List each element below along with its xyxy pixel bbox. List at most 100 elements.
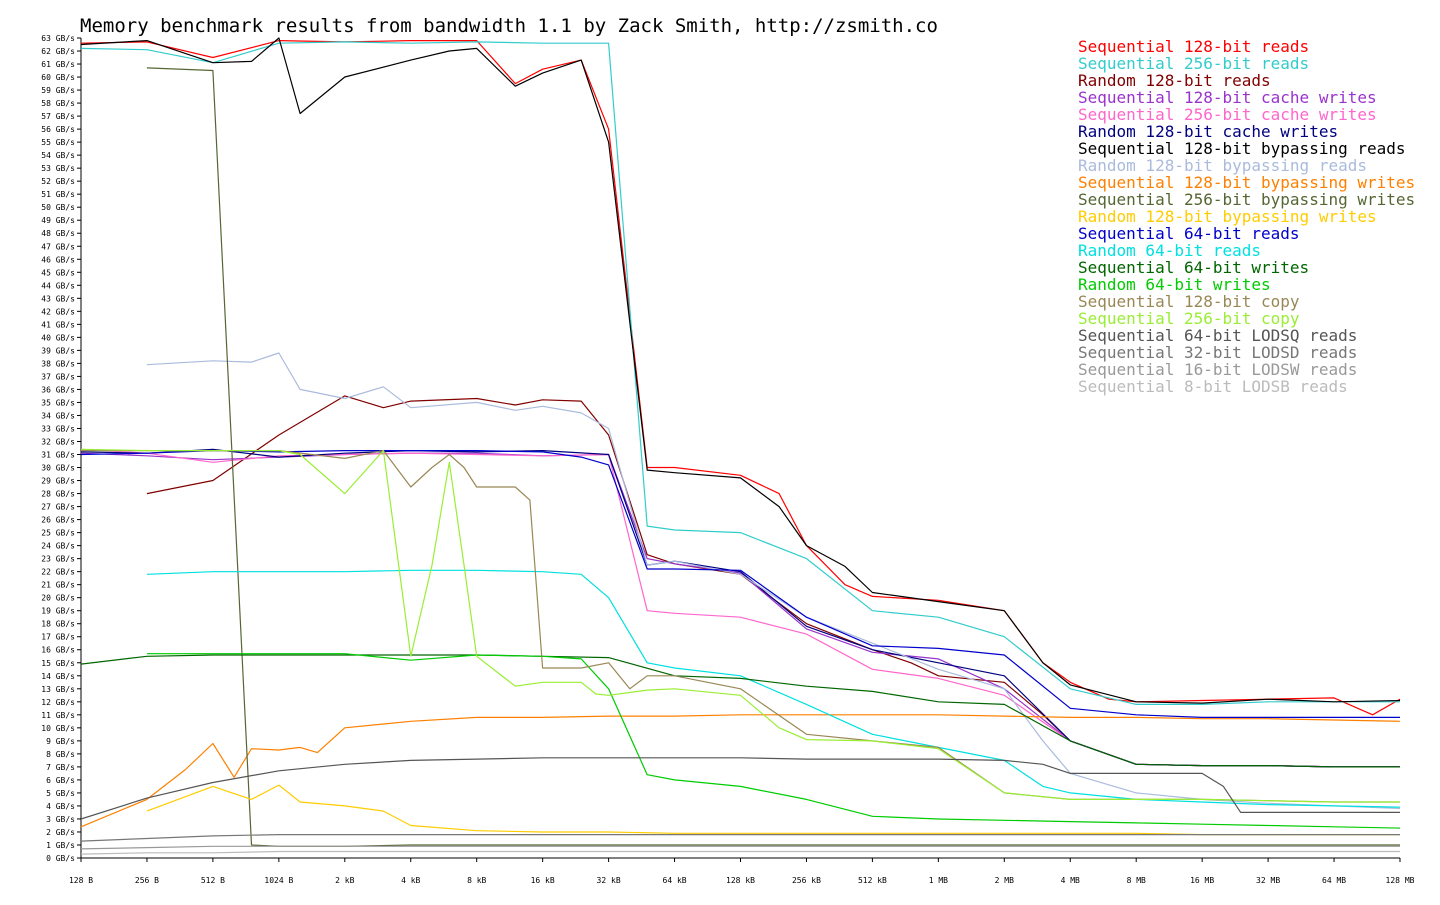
legend-item: Random 128-bit reads bbox=[1078, 71, 1271, 90]
y-tick-label: 50 GB/s bbox=[41, 203, 75, 212]
y-tick-label: 16 GB/s bbox=[41, 646, 75, 655]
y-tick-label: 39 GB/s bbox=[41, 346, 75, 355]
series-line bbox=[80, 845, 1400, 850]
y-tick-label: 7 GB/s bbox=[46, 763, 75, 772]
legend-item: Sequential 256-bit cache writes bbox=[1078, 105, 1377, 124]
y-tick-label: 1 GB/s bbox=[46, 841, 75, 850]
y-tick-label: 45 GB/s bbox=[41, 268, 75, 277]
series-line bbox=[80, 654, 1400, 768]
legend-item: Sequential 256-bit reads bbox=[1078, 54, 1310, 73]
y-tick-label: 20 GB/s bbox=[41, 594, 75, 603]
x-tick-label: 64 MB bbox=[1322, 876, 1346, 885]
legend-item: Sequential 16-bit LODSW reads bbox=[1078, 360, 1358, 379]
series-line bbox=[146, 569, 1401, 808]
y-tick-label: 35 GB/s bbox=[41, 398, 75, 407]
legend-item: Sequential 256-bit copy bbox=[1078, 309, 1300, 328]
x-tick-label: 16 kB bbox=[531, 876, 555, 885]
y-tick-label: 38 GB/s bbox=[41, 359, 75, 368]
y-tick-label: 24 GB/s bbox=[41, 542, 75, 551]
x-tick-label: 32 MB bbox=[1256, 876, 1280, 885]
y-tick-label: 46 GB/s bbox=[41, 255, 75, 264]
y-tick-label: 17 GB/s bbox=[41, 633, 75, 642]
y-tick-label: 18 GB/s bbox=[41, 620, 75, 629]
x-tick-label: 2 MB bbox=[995, 876, 1014, 885]
y-tick-label: 5 GB/s bbox=[46, 789, 75, 798]
y-tick-label: 53 GB/s bbox=[41, 164, 75, 173]
legend-item: Sequential 64-bit reads bbox=[1078, 224, 1300, 243]
legend-item: Sequential 128-bit reads bbox=[1078, 37, 1310, 56]
y-tick-label: 27 GB/s bbox=[41, 503, 75, 512]
x-tick-label: 128 MB bbox=[1386, 876, 1415, 885]
y-tick-label: 55 GB/s bbox=[41, 138, 75, 147]
y-tick-label: 59 GB/s bbox=[41, 86, 75, 95]
y-tick-label: 30 GB/s bbox=[41, 464, 75, 473]
y-tick-label: 29 GB/s bbox=[41, 477, 75, 486]
legend-item: Sequential 128-bit cache writes bbox=[1078, 88, 1377, 107]
y-tick-label: 43 GB/s bbox=[41, 294, 75, 303]
y-tick-label: 56 GB/s bbox=[41, 125, 75, 134]
y-tick-label: 36 GB/s bbox=[41, 385, 75, 394]
series-line bbox=[80, 39, 1401, 716]
series-line bbox=[80, 452, 1400, 768]
y-tick-label: 58 GB/s bbox=[41, 99, 75, 108]
y-tick-label: 6 GB/s bbox=[46, 776, 75, 785]
series-line bbox=[80, 833, 1400, 842]
legend-item: Random 128-bit bypassing writes bbox=[1078, 207, 1377, 226]
x-tick-label: 256 B bbox=[135, 876, 159, 885]
legend-item: Random 128-bit cache writes bbox=[1078, 122, 1339, 141]
y-tick-label: 11 GB/s bbox=[41, 711, 75, 720]
y-tick-label: 63 GB/s bbox=[41, 34, 75, 43]
x-tick-label: 2 kB bbox=[335, 876, 354, 885]
y-tick-label: 51 GB/s bbox=[41, 190, 75, 199]
y-tick-label: 57 GB/s bbox=[41, 112, 75, 121]
y-tick-label: 2 GB/s bbox=[46, 828, 75, 837]
y-tick-label: 3 GB/s bbox=[46, 815, 75, 824]
y-tick-label: 34 GB/s bbox=[41, 411, 75, 420]
series-line bbox=[80, 757, 1400, 820]
series-line bbox=[80, 850, 1400, 855]
legend-item: Sequential 32-bit LODSD reads bbox=[1078, 343, 1358, 362]
y-tick-label: 19 GB/s bbox=[41, 607, 75, 616]
x-tick-label: 1024 B bbox=[264, 876, 293, 885]
legend-item: Sequential 8-bit LODSB reads bbox=[1078, 377, 1348, 396]
y-tick-label: 60 GB/s bbox=[41, 73, 75, 82]
y-tick-label: 40 GB/s bbox=[41, 333, 75, 342]
y-tick-label: 52 GB/s bbox=[41, 177, 75, 186]
legend-item: Random 64-bit writes bbox=[1078, 275, 1271, 294]
y-tick-label: 8 GB/s bbox=[46, 750, 75, 759]
x-tick-label: 1 MB bbox=[929, 876, 948, 885]
legend: Sequential 128-bit reads Sequential 256-b… bbox=[1078, 38, 1415, 395]
x-tick-label: 64 kB bbox=[663, 876, 687, 885]
series-line bbox=[80, 41, 1400, 706]
y-tick-label: 10 GB/s bbox=[41, 724, 75, 733]
y-tick-label: 12 GB/s bbox=[41, 698, 75, 707]
x-tick-label: 8 MB bbox=[1127, 876, 1146, 885]
y-tick-label: 15 GB/s bbox=[41, 659, 75, 668]
series-line bbox=[146, 653, 1401, 829]
legend-item: Random 128-bit bypassing reads bbox=[1078, 156, 1367, 175]
x-tick-label: 32 kB bbox=[597, 876, 621, 885]
y-tick-label: 54 GB/s bbox=[41, 151, 75, 160]
y-tick-label: 44 GB/s bbox=[41, 281, 75, 290]
y-tick-label: 49 GB/s bbox=[41, 216, 75, 225]
y-tick-label: 32 GB/s bbox=[41, 437, 75, 446]
y-tick-label: 31 GB/s bbox=[41, 451, 75, 460]
x-tick-label: 512 kB bbox=[858, 876, 887, 885]
y-tick-label: 14 GB/s bbox=[41, 672, 75, 681]
y-tick-label: 26 GB/s bbox=[41, 516, 75, 525]
x-tick-label: 512 B bbox=[201, 876, 225, 885]
y-tick-label: 28 GB/s bbox=[41, 490, 75, 499]
y-tick-label: 41 GB/s bbox=[41, 320, 75, 329]
y-tick-label: 4 GB/s bbox=[46, 802, 75, 811]
legend-item: Sequential 128-bit bypassing reads bbox=[1078, 139, 1406, 158]
legend-item: Sequential 128-bit bypassing writes bbox=[1078, 173, 1416, 192]
series-line bbox=[80, 450, 1400, 719]
y-tick-label: 9 GB/s bbox=[46, 737, 75, 746]
series-line bbox=[80, 448, 1400, 803]
legend-item: Sequential 256-bit bypassing writes bbox=[1078, 190, 1416, 209]
x-tick-label: 4 MB bbox=[1061, 876, 1080, 885]
y-tick-label: 23 GB/s bbox=[41, 555, 75, 564]
x-tick-label: 4 kB bbox=[401, 876, 420, 885]
axes: 0 GB/s 1 GB/s 2 GB/s 3 GB/s 4 GB/s 5 GB/s 6 GB… bbox=[41, 34, 1414, 885]
